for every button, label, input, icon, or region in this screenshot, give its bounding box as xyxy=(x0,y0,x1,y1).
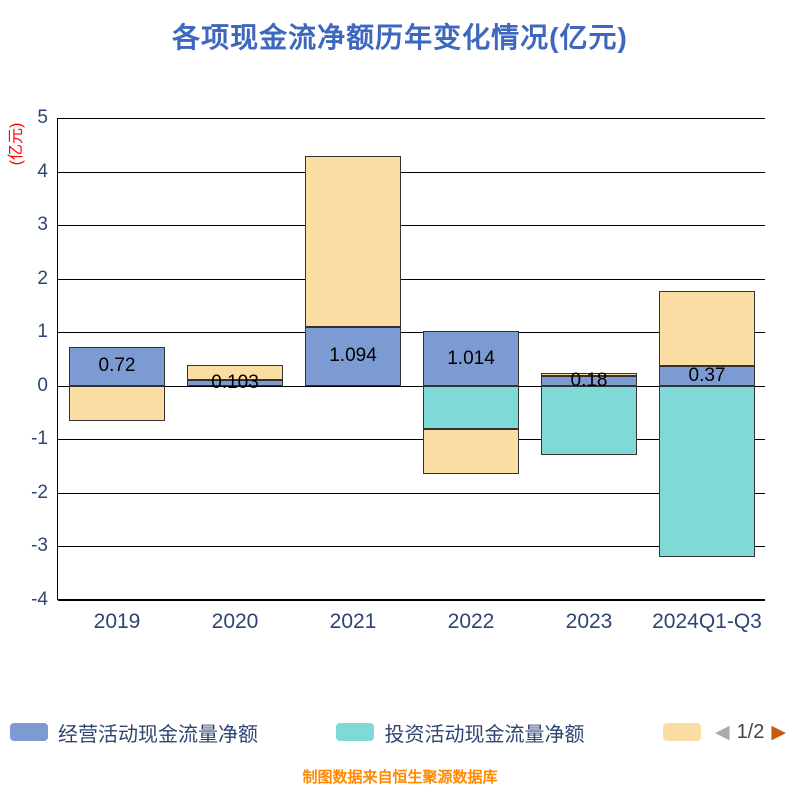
y-axis-tick-label: -4 xyxy=(31,589,48,610)
y-axis-tick-label: -2 xyxy=(31,481,48,503)
legend-item xyxy=(662,723,701,741)
chart-title: 各项现金流净额历年变化情况(亿元) xyxy=(172,22,628,53)
bar-value-label: 1.014 xyxy=(447,347,495,369)
gridline xyxy=(58,118,765,119)
legend-swatch xyxy=(10,723,48,741)
legend-next-icon[interactable]: ▶ xyxy=(771,721,786,743)
y-axis-tick-label: 1 xyxy=(37,321,48,343)
gridline xyxy=(58,492,765,494)
gridline xyxy=(58,600,765,601)
bar-segment-series2 xyxy=(69,385,165,421)
bar-segment-series0 xyxy=(187,380,283,386)
bar-segment-series0 xyxy=(541,376,637,386)
bar-segment-series2 xyxy=(423,428,519,475)
legend-page-indicator: 1/2 xyxy=(736,720,765,743)
x-axis-tick-label: 2022 xyxy=(447,610,495,633)
gridline xyxy=(58,439,765,441)
legend-prev-icon[interactable]: ◀ xyxy=(714,721,730,743)
legend-pager: ◀ 1/2 ▶ xyxy=(715,721,786,744)
legend-item-label: 投资活动现金流量净额 xyxy=(384,723,585,746)
bar-segment-series0 xyxy=(69,347,165,386)
x-axis-tick-label: 2023 xyxy=(565,610,613,633)
bar-value-label: 0.72 xyxy=(98,355,136,377)
bar-segment-series1 xyxy=(423,385,519,429)
bar-segment-series2 xyxy=(541,373,637,377)
bar-segment-series0 xyxy=(423,331,519,386)
x-axis-tick-label: 2019 xyxy=(93,610,141,633)
legend-right-group: ◀ 1/2 ▶ xyxy=(662,721,786,744)
y-axis-tick-label: -3 xyxy=(31,535,48,557)
legend-item: 经营活动现金流量净额 xyxy=(10,718,258,747)
legend-item: 投资活动现金流量净额 xyxy=(336,718,584,747)
x-axis-tick-label: 2024Q1-Q3 xyxy=(652,610,762,633)
gridline xyxy=(58,546,765,548)
y-axis-tick-label: 3 xyxy=(37,214,48,236)
plot-area: 5 4 3 2 1 0 -1 -2 -3 -4 2019 0.72 2020 0.103 2021 1.094… xyxy=(31,107,765,633)
legend-swatch xyxy=(336,723,375,741)
bar-value-label: 0.103 xyxy=(211,372,259,394)
bar-value-label: 1.094 xyxy=(329,345,377,367)
x-axis-tick-label: 2021 xyxy=(329,610,377,633)
bar-segment-series2 xyxy=(305,155,401,328)
bar-segment-series0 xyxy=(659,365,755,386)
legend-swatch xyxy=(662,723,701,741)
bar-segment-series1 xyxy=(541,385,637,456)
legend-item-label: 经营活动现金流量净额 xyxy=(58,723,258,746)
y-axis-tick-label: 0 xyxy=(37,374,48,396)
data-source-note: 制图数据来自恒生聚源数据库 xyxy=(302,769,498,786)
gridline xyxy=(58,225,765,227)
y-axis-tick-label: -1 xyxy=(31,428,48,450)
bar-segment-series2 xyxy=(187,365,283,381)
gridline xyxy=(58,332,765,334)
bar-segment-series1 xyxy=(659,385,755,558)
gridline xyxy=(58,278,765,280)
gridline xyxy=(58,171,765,173)
bar-value-label: 0.37 xyxy=(688,364,726,386)
bar-value-label: 0.18 xyxy=(570,369,608,391)
x-axis-tick-label: 2020 xyxy=(211,610,259,633)
y-axis-tick-label: 4 xyxy=(37,160,48,182)
bar-segment-series0 xyxy=(305,327,401,386)
y-axis-tick-label: 5 xyxy=(37,107,48,128)
bar-segment-series2 xyxy=(659,290,755,366)
y-axis-tick-label: 2 xyxy=(37,267,48,289)
legend: 经营活动现金流量净额 投资活动现金流量净额 ◀ 1/2 ▶ xyxy=(10,718,786,746)
gridline xyxy=(58,385,765,387)
